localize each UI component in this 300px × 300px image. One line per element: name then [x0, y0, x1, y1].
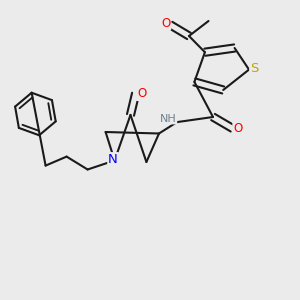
Text: O: O — [161, 16, 170, 30]
Text: S: S — [250, 62, 259, 75]
Text: O: O — [137, 87, 146, 100]
Text: O: O — [233, 122, 242, 135]
Text: N: N — [108, 153, 118, 166]
Text: NH: NH — [160, 113, 176, 124]
